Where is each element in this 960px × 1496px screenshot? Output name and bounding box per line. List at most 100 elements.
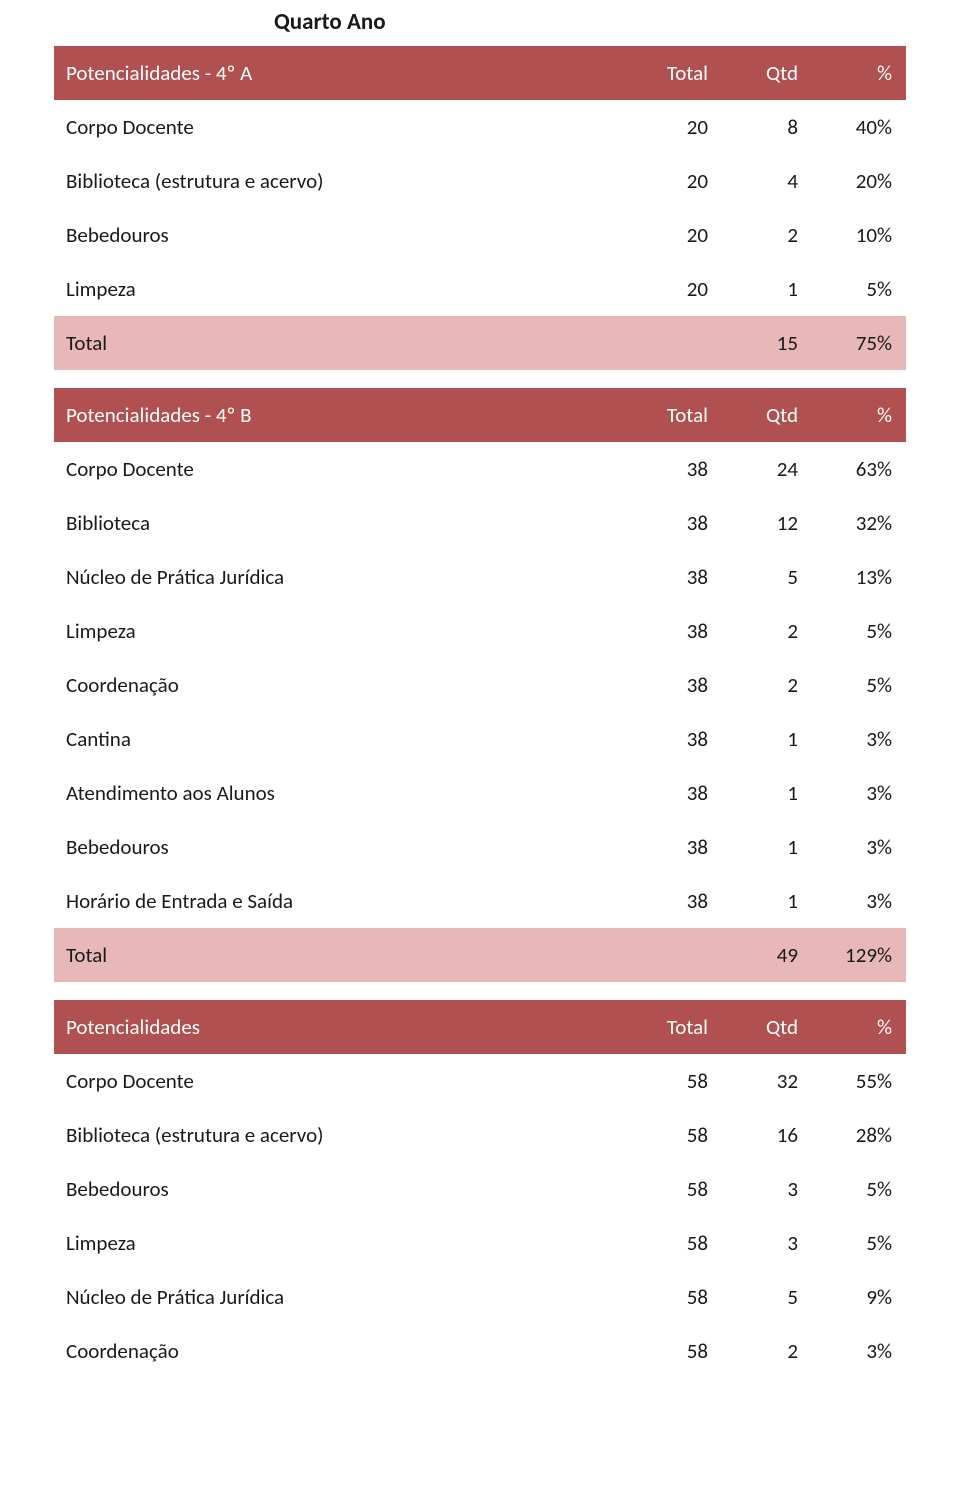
col-header-total: Total <box>606 1000 716 1054</box>
row-total: 58 <box>606 1324 716 1378</box>
table-row: Bebedouros3813% <box>54 820 906 874</box>
row-pct: 3% <box>806 1324 906 1378</box>
row-qtd: 5 <box>716 550 806 604</box>
row-label: Biblioteca (estrutura e acervo) <box>54 1108 606 1162</box>
row-label: Bebedouros <box>54 1162 606 1216</box>
row-label: Coordenação <box>54 658 606 712</box>
row-pct: 63% <box>806 442 906 496</box>
row-label: Corpo Docente <box>54 442 606 496</box>
table-row: Coordenação3825% <box>54 658 906 712</box>
row-total: 38 <box>606 604 716 658</box>
row-pct: 28% <box>806 1108 906 1162</box>
row-total: 38 <box>606 496 716 550</box>
data-table: Potencialidades - 4º ATotalQtd%Corpo Doc… <box>54 46 906 370</box>
row-pct: 40% <box>806 100 906 154</box>
table-row: Bebedouros20210% <box>54 208 906 262</box>
row-qtd: 3 <box>716 1216 806 1270</box>
row-pct: 5% <box>806 604 906 658</box>
row-total: 38 <box>606 550 716 604</box>
row-label: Atendimento aos Alunos <box>54 766 606 820</box>
row-total: 38 <box>606 712 716 766</box>
col-header-qtd: Qtd <box>716 388 806 442</box>
row-qtd: 32 <box>716 1054 806 1108</box>
row-pct: 3% <box>806 766 906 820</box>
row-qtd: 1 <box>716 766 806 820</box>
col-header-total: Total <box>606 388 716 442</box>
table-row: Biblioteca (estrutura e acervo)581628% <box>54 1108 906 1162</box>
row-pct: 3% <box>806 820 906 874</box>
table-row: Limpeza3825% <box>54 604 906 658</box>
table-row: Biblioteca381232% <box>54 496 906 550</box>
table-header-title: Potencialidades - 4º A <box>54 46 606 100</box>
table-row: Corpo Docente583255% <box>54 1054 906 1108</box>
row-label: Limpeza <box>54 262 606 316</box>
row-qtd: 1 <box>716 262 806 316</box>
table-row: Coordenação5823% <box>54 1324 906 1378</box>
col-header-total: Total <box>606 46 716 100</box>
row-pct: 3% <box>806 712 906 766</box>
summary-pct: 75% <box>806 316 906 370</box>
summary-qtd: 15 <box>716 316 806 370</box>
summary-label: Total <box>54 316 606 370</box>
row-total: 20 <box>606 262 716 316</box>
page: Quarto Ano Potencialidades - 4º ATotalQt… <box>0 0 960 1378</box>
row-label: Biblioteca (estrutura e acervo) <box>54 154 606 208</box>
row-qtd: 1 <box>716 874 806 928</box>
summary-qtd: 49 <box>716 928 806 982</box>
table-row: Horário de Entrada e Saída3813% <box>54 874 906 928</box>
row-qtd: 2 <box>716 604 806 658</box>
row-label: Corpo Docente <box>54 1054 606 1108</box>
table-header-row: Potencialidades - 4º ATotalQtd% <box>54 46 906 100</box>
table-header-row: PotencialidadesTotalQtd% <box>54 1000 906 1054</box>
table-row: Cantina3813% <box>54 712 906 766</box>
table-row: Limpeza5835% <box>54 1216 906 1270</box>
row-total: 58 <box>606 1270 716 1324</box>
data-table: Potencialidades - 4º BTotalQtd%Corpo Doc… <box>54 388 906 982</box>
row-label: Coordenação <box>54 1324 606 1378</box>
table-header-title: Potencialidades - 4º B <box>54 388 606 442</box>
row-label: Corpo Docente <box>54 100 606 154</box>
col-header-pct: % <box>806 1000 906 1054</box>
row-pct: 9% <box>806 1270 906 1324</box>
page-title: Quarto Ano <box>54 8 906 36</box>
summary-blank <box>606 928 716 982</box>
summary-label: Total <box>54 928 606 982</box>
row-qtd: 16 <box>716 1108 806 1162</box>
table-row: Biblioteca (estrutura e acervo)20420% <box>54 154 906 208</box>
row-qtd: 5 <box>716 1270 806 1324</box>
row-pct: 10% <box>806 208 906 262</box>
table-row: Núcleo de Prática Jurídica5859% <box>54 1270 906 1324</box>
row-total: 20 <box>606 100 716 154</box>
row-total: 58 <box>606 1216 716 1270</box>
row-total: 20 <box>606 154 716 208</box>
row-label: Bebedouros <box>54 820 606 874</box>
row-pct: 32% <box>806 496 906 550</box>
row-total: 58 <box>606 1108 716 1162</box>
row-total: 38 <box>606 766 716 820</box>
table-row: Atendimento aos Alunos3813% <box>54 766 906 820</box>
row-label: Bebedouros <box>54 208 606 262</box>
table-row: Limpeza2015% <box>54 262 906 316</box>
row-qtd: 12 <box>716 496 806 550</box>
row-qtd: 8 <box>716 100 806 154</box>
col-header-qtd: Qtd <box>716 1000 806 1054</box>
row-qtd: 1 <box>716 712 806 766</box>
col-header-pct: % <box>806 388 906 442</box>
row-total: 58 <box>606 1054 716 1108</box>
row-qtd: 2 <box>716 1324 806 1378</box>
table-row: Bebedouros5835% <box>54 1162 906 1216</box>
row-label: Núcleo de Prática Jurídica <box>54 550 606 604</box>
row-qtd: 2 <box>716 658 806 712</box>
row-total: 38 <box>606 442 716 496</box>
row-qtd: 1 <box>716 820 806 874</box>
table-summary-row: Total49129% <box>54 928 906 982</box>
row-pct: 5% <box>806 1162 906 1216</box>
row-pct: 3% <box>806 874 906 928</box>
row-total: 38 <box>606 874 716 928</box>
row-qtd: 4 <box>716 154 806 208</box>
row-total: 38 <box>606 820 716 874</box>
table-summary-row: Total 1575% <box>54 316 906 370</box>
row-qtd: 3 <box>716 1162 806 1216</box>
row-pct: 5% <box>806 262 906 316</box>
row-total: 58 <box>606 1162 716 1216</box>
